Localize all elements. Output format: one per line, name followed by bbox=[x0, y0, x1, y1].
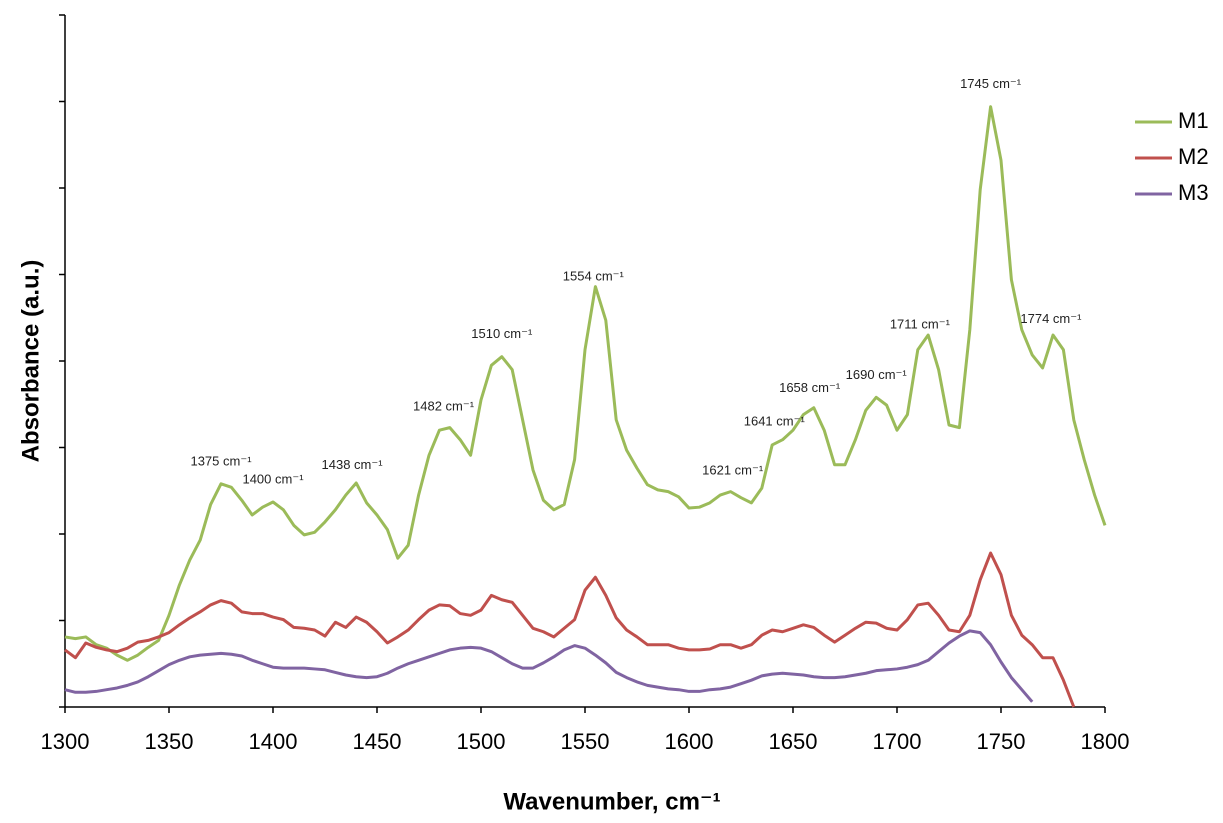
peak-annotation: 1375 cm⁻¹ bbox=[190, 453, 252, 468]
peak-annotation: 1554 cm⁻¹ bbox=[563, 269, 625, 284]
x-axis-title: Wavenumber, cm⁻¹ bbox=[503, 788, 720, 815]
peak-annotation: 1438 cm⁻¹ bbox=[322, 457, 384, 472]
peak-annotation: 1621 cm⁻¹ bbox=[702, 462, 764, 477]
x-tick-label: 1300 bbox=[41, 729, 90, 754]
x-tick-label: 1600 bbox=[665, 729, 714, 754]
x-tick-label: 1550 bbox=[561, 729, 610, 754]
peak-annotation: 1690 cm⁻¹ bbox=[846, 367, 908, 382]
series-line bbox=[64, 105, 1107, 662]
series-line bbox=[64, 629, 1034, 703]
x-tick-label: 1650 bbox=[769, 729, 818, 754]
x-tick-label: 1450 bbox=[353, 729, 402, 754]
peak-annotation: 1510 cm⁻¹ bbox=[471, 326, 533, 341]
legend-label: M3 bbox=[1178, 180, 1209, 205]
x-tick-label: 1800 bbox=[1081, 729, 1130, 754]
peak-annotation: 1658 cm⁻¹ bbox=[779, 380, 841, 395]
peak-annotation: 1711 cm⁻¹ bbox=[890, 316, 951, 331]
peak-annotation: 1774 cm⁻¹ bbox=[1020, 311, 1082, 326]
peak-annotation: 1400 cm⁻¹ bbox=[242, 471, 304, 486]
x-tick-label: 1400 bbox=[249, 729, 298, 754]
legend-label: M2 bbox=[1178, 144, 1209, 169]
y-axis-title: Absorbance (a.u.) bbox=[17, 260, 44, 463]
series-line bbox=[64, 551, 1076, 708]
peak-annotation: 1482 cm⁻¹ bbox=[413, 399, 475, 414]
legend-label: M1 bbox=[1178, 108, 1209, 133]
peak-annotation: 1641 cm⁻¹ bbox=[744, 413, 806, 428]
x-tick-label: 1700 bbox=[873, 729, 922, 754]
peak-annotation: 1745 cm⁻¹ bbox=[960, 76, 1022, 91]
x-tick-label: 1500 bbox=[457, 729, 506, 754]
x-tick-label: 1350 bbox=[145, 729, 194, 754]
x-tick-label: 1750 bbox=[977, 729, 1026, 754]
